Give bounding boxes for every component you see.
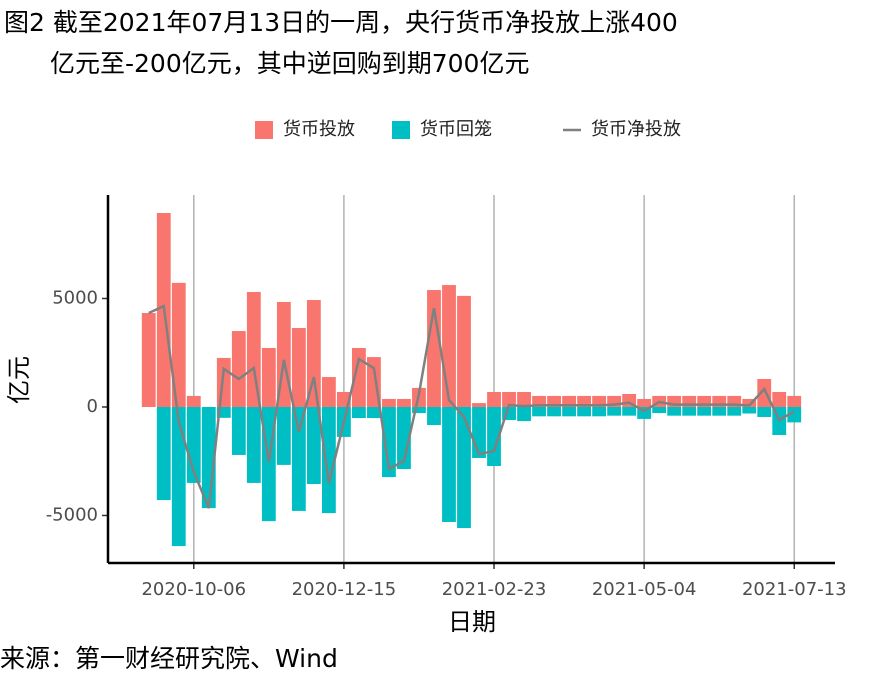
- bar: [397, 398, 411, 407]
- bar: [562, 395, 576, 407]
- bar: [291, 406, 306, 511]
- bar: [321, 406, 336, 514]
- bar: [682, 406, 697, 416]
- bar: [382, 406, 396, 478]
- bar: [622, 406, 637, 416]
- chart-title: 图2 截至2021年07月13日的一周，央行货币净投放上涨400: [4, 8, 678, 37]
- bar: [742, 406, 757, 414]
- bar: [682, 395, 697, 407]
- bar: [652, 406, 667, 414]
- bar: [231, 406, 246, 455]
- bar: [171, 282, 186, 407]
- bar: [246, 406, 261, 483]
- legend-swatch: [255, 121, 273, 139]
- bar: [502, 392, 516, 407]
- bar: [261, 347, 276, 407]
- bar: [487, 392, 501, 407]
- bar: [637, 398, 652, 407]
- bar: [321, 377, 336, 407]
- net-line: [148, 304, 795, 509]
- x-tick-label: 2021-05-04: [592, 579, 697, 600]
- bar: [291, 328, 306, 407]
- x-tick-label: 2021-02-23: [442, 579, 547, 600]
- bar: [712, 406, 727, 416]
- bar: [532, 406, 546, 417]
- x-tick-label: 2020-10-06: [141, 579, 246, 600]
- bar: [171, 406, 186, 547]
- bar: [472, 403, 486, 407]
- bar: [607, 406, 622, 416]
- bar: [472, 406, 486, 458]
- y-axis-title: 亿元: [5, 356, 33, 404]
- bar: [352, 406, 366, 419]
- bar: [577, 395, 591, 407]
- bar: [216, 406, 231, 418]
- y-tick-label: 5000: [52, 288, 98, 309]
- y-tick-label: -5000: [46, 504, 98, 525]
- bar: [697, 395, 712, 407]
- source: 来源：第一财经研究院、Wind: [0, 644, 338, 673]
- bar: [457, 295, 471, 407]
- bar: [397, 406, 411, 470]
- bar: [216, 357, 231, 407]
- bar: [246, 291, 261, 407]
- bar: [727, 406, 742, 416]
- bar: [141, 313, 156, 407]
- bar: [442, 406, 456, 522]
- bar: [727, 395, 742, 407]
- bar: [712, 395, 727, 407]
- bar: [276, 406, 291, 465]
- x-tick-label: 2020-12-15: [292, 579, 397, 600]
- bar: [532, 395, 546, 407]
- bar: [592, 406, 607, 417]
- bar: [667, 406, 682, 416]
- legend-swatch: [392, 121, 410, 139]
- bar: [697, 406, 712, 416]
- bar: [787, 406, 802, 423]
- legend-label: 货币投放: [283, 119, 355, 140]
- legend-label: 货币回笼: [420, 119, 492, 140]
- bar: [607, 395, 622, 407]
- y-tick-label: 0: [87, 396, 98, 417]
- bar: [742, 398, 757, 407]
- bar: [306, 406, 321, 485]
- bar: [562, 406, 576, 417]
- x-axis-title: 日期: [448, 608, 496, 636]
- bar: [517, 406, 531, 422]
- chart-title: 亿元至-200亿元，其中逆回购到期700亿元: [50, 49, 529, 78]
- bar: [231, 331, 246, 407]
- bar: [352, 347, 366, 407]
- bar: [517, 392, 531, 407]
- bar: [667, 395, 682, 407]
- bar: [186, 395, 201, 407]
- bar: [156, 406, 171, 501]
- bar: [787, 395, 802, 407]
- bar: [547, 395, 561, 407]
- x-tick-label: 2021-07-13: [742, 579, 847, 600]
- bar: [412, 406, 426, 414]
- bar: [772, 392, 787, 407]
- bar: [592, 395, 607, 407]
- bar: [637, 406, 652, 419]
- bar: [757, 379, 772, 407]
- bar: [382, 398, 396, 407]
- bar: [367, 406, 381, 419]
- bar: [427, 290, 441, 407]
- bar: [306, 300, 321, 407]
- bar: [457, 406, 471, 529]
- bar: [427, 406, 441, 425]
- bar: [442, 285, 456, 407]
- bar: [547, 406, 561, 417]
- legend-label: 货币净投放: [591, 119, 681, 140]
- bar: [757, 406, 772, 417]
- bar: [577, 406, 591, 417]
